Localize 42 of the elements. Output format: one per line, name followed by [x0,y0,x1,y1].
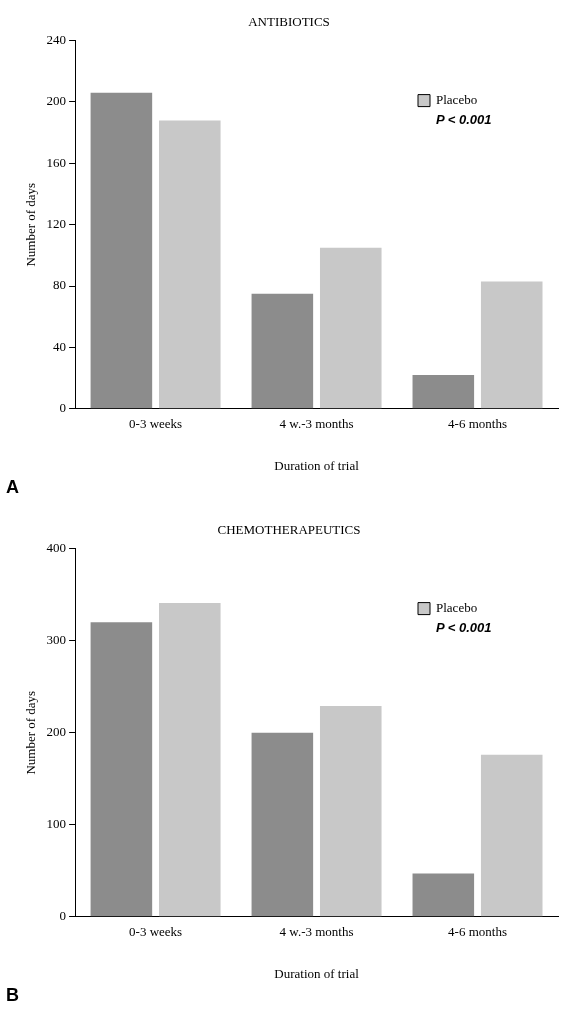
bar [480,754,543,917]
y-tick-label: 40 [53,338,67,354]
y-axis-title: Number of days [23,182,39,267]
x-tick-label: 0-3 weeks [129,416,183,432]
bar [251,293,314,409]
bar [319,247,382,409]
y-tick-label: 80 [53,277,67,293]
annotation: P < 0.001 [436,112,492,128]
y-tick-label: 0 [59,400,67,416]
y-tick-label: 0 [59,908,67,924]
bar [90,92,153,409]
legend-label: Placebo [436,600,478,616]
y-tick-label: 240 [46,32,67,48]
y-tick-label: 200 [46,724,67,740]
x-axis-title: Duration of trial [274,965,360,981]
y-tick-label: 100 [46,816,67,832]
x-tick-label: 0-3 weeks [129,924,183,940]
text: B [6,984,19,1005]
chart-title: CHEMOTHERAPEUTICS [217,522,361,538]
annotation: P < 0.001 [436,620,492,636]
bar [159,602,221,917]
x-axis-title: Duration of trial [274,457,360,473]
legend-label: Placebo [436,92,478,108]
x-tick-label: 4-6 months [448,416,507,432]
x-tick-label: 4-6 months [448,924,507,940]
bar [251,732,314,917]
y-tick-label: 160 [46,154,67,170]
y-tick-label: 200 [46,93,67,109]
bar [412,873,475,917]
x-tick-label: 4 w.-3 months [279,924,354,940]
x-tick-label: 4 w.-3 months [279,416,354,432]
bar [319,706,382,917]
y-tick-label: 400 [46,540,67,556]
text: A [6,476,19,497]
y-axis-title: Number of days [23,690,39,775]
bar [412,375,475,409]
bar [159,120,221,409]
bar [480,281,543,409]
chart-title: ANTIBIOTICS [248,14,330,30]
bar [90,622,153,917]
y-tick-label: 300 [46,632,67,648]
y-tick-label: 120 [46,216,67,232]
